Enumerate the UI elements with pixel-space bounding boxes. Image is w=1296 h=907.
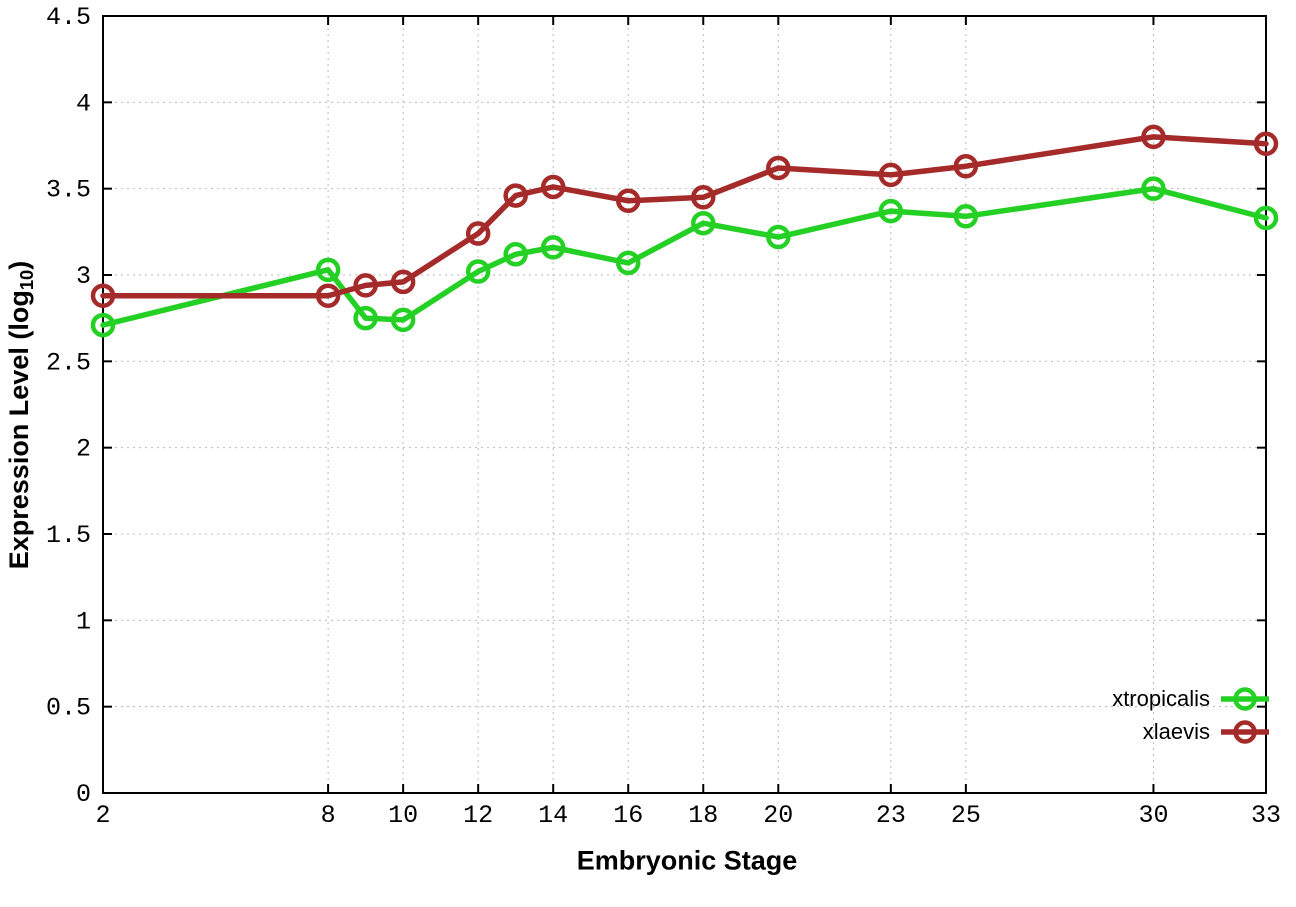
legend-marker-xlaevis <box>1221 720 1269 744</box>
data-point-xlaevis <box>540 174 566 200</box>
data-point-xtropicalis <box>353 305 378 331</box>
x-tick-label: 30 <box>1138 801 1168 830</box>
data-point-xtropicalis <box>1253 205 1279 231</box>
y-tick-label: 2 <box>76 435 91 464</box>
y-tick-label: 2.5 <box>46 348 91 377</box>
data-point-xlaevis <box>315 283 341 308</box>
data-point-xlaevis <box>465 221 491 246</box>
x-axis-title: Embryonic Stage <box>576 845 798 876</box>
data-point-xtropicalis <box>691 210 716 236</box>
y-tick-label: 3.5 <box>46 176 91 205</box>
data-point-xtropicalis <box>615 250 641 276</box>
x-tick-label: 33 <box>1251 801 1281 830</box>
legend-row-xlaevis: xlaevis <box>1112 717 1270 747</box>
y-axis-title-end: ) <box>3 260 34 270</box>
data-point-xlaevis <box>691 185 716 210</box>
x-tick-label: 16 <box>613 801 643 830</box>
data-point-xlaevis <box>390 269 416 295</box>
data-point-xlaevis <box>953 153 979 179</box>
y-tick-label: 4.5 <box>46 3 91 32</box>
y-axis-title: Expression Level (log10) <box>4 261 38 570</box>
data-point-xtropicalis <box>503 242 528 267</box>
x-tick-label: 2 <box>95 801 110 830</box>
x-tick-label: 12 <box>463 801 493 830</box>
x-tick-label: 18 <box>688 801 718 830</box>
y-tick-label: 1 <box>76 607 91 636</box>
data-point-xlaevis <box>90 283 116 308</box>
data-point-xlaevis <box>766 155 791 181</box>
y-axis-title-main: Expression Level (log <box>3 290 34 570</box>
plot-border <box>102 15 1267 794</box>
data-point-xlaevis <box>503 183 528 208</box>
x-tick-label: 25 <box>951 801 981 830</box>
data-point-xtropicalis <box>953 204 979 229</box>
y-tick-label: 3 <box>76 262 91 291</box>
data-point-xtropicalis <box>766 224 791 250</box>
legend: xtropicalis xlaevis <box>1112 684 1270 747</box>
legend-label-xlaevis: xlaevis <box>1142 719 1210 744</box>
data-point-xlaevis <box>1141 124 1166 150</box>
legend-row-xtropicalis: xtropicalis <box>1112 684 1270 714</box>
legend-marker-xtropicalis <box>1221 687 1269 711</box>
legend-point-sample <box>1233 687 1257 711</box>
legend-point-sample <box>1233 720 1257 744</box>
data-point-xlaevis <box>615 188 641 214</box>
x-tick-label: 14 <box>538 801 568 830</box>
data-point-xtropicalis <box>1141 176 1166 201</box>
data-point-xtropicalis <box>90 312 116 338</box>
data-point-xtropicalis <box>878 198 904 224</box>
series-line-xlaevis <box>100 134 1269 299</box>
y-tick-label: 4 <box>76 89 91 118</box>
data-point-xlaevis <box>878 162 904 188</box>
x-tick-label: 8 <box>321 801 336 830</box>
data-point-xlaevis <box>353 273 378 298</box>
data-point-xtropicalis <box>390 307 416 333</box>
data-point-xtropicalis <box>465 259 491 284</box>
data-point-xtropicalis <box>540 235 566 260</box>
x-tick-label: 20 <box>763 801 793 830</box>
legend-label-xtropicalis: xtropicalis <box>1112 686 1210 711</box>
x-tick-label: 23 <box>876 801 906 830</box>
x-tick-label: 10 <box>388 801 418 830</box>
y-tick-label: 0 <box>76 780 91 809</box>
data-point-xlaevis <box>1253 131 1279 157</box>
y-axis-title-subscript: 10 <box>16 269 38 291</box>
y-tick-label: 1.5 <box>46 521 91 550</box>
y-tick-label: 0.5 <box>46 694 91 723</box>
series-line-xtropicalis <box>100 185 1269 328</box>
data-point-xtropicalis <box>315 257 341 283</box>
